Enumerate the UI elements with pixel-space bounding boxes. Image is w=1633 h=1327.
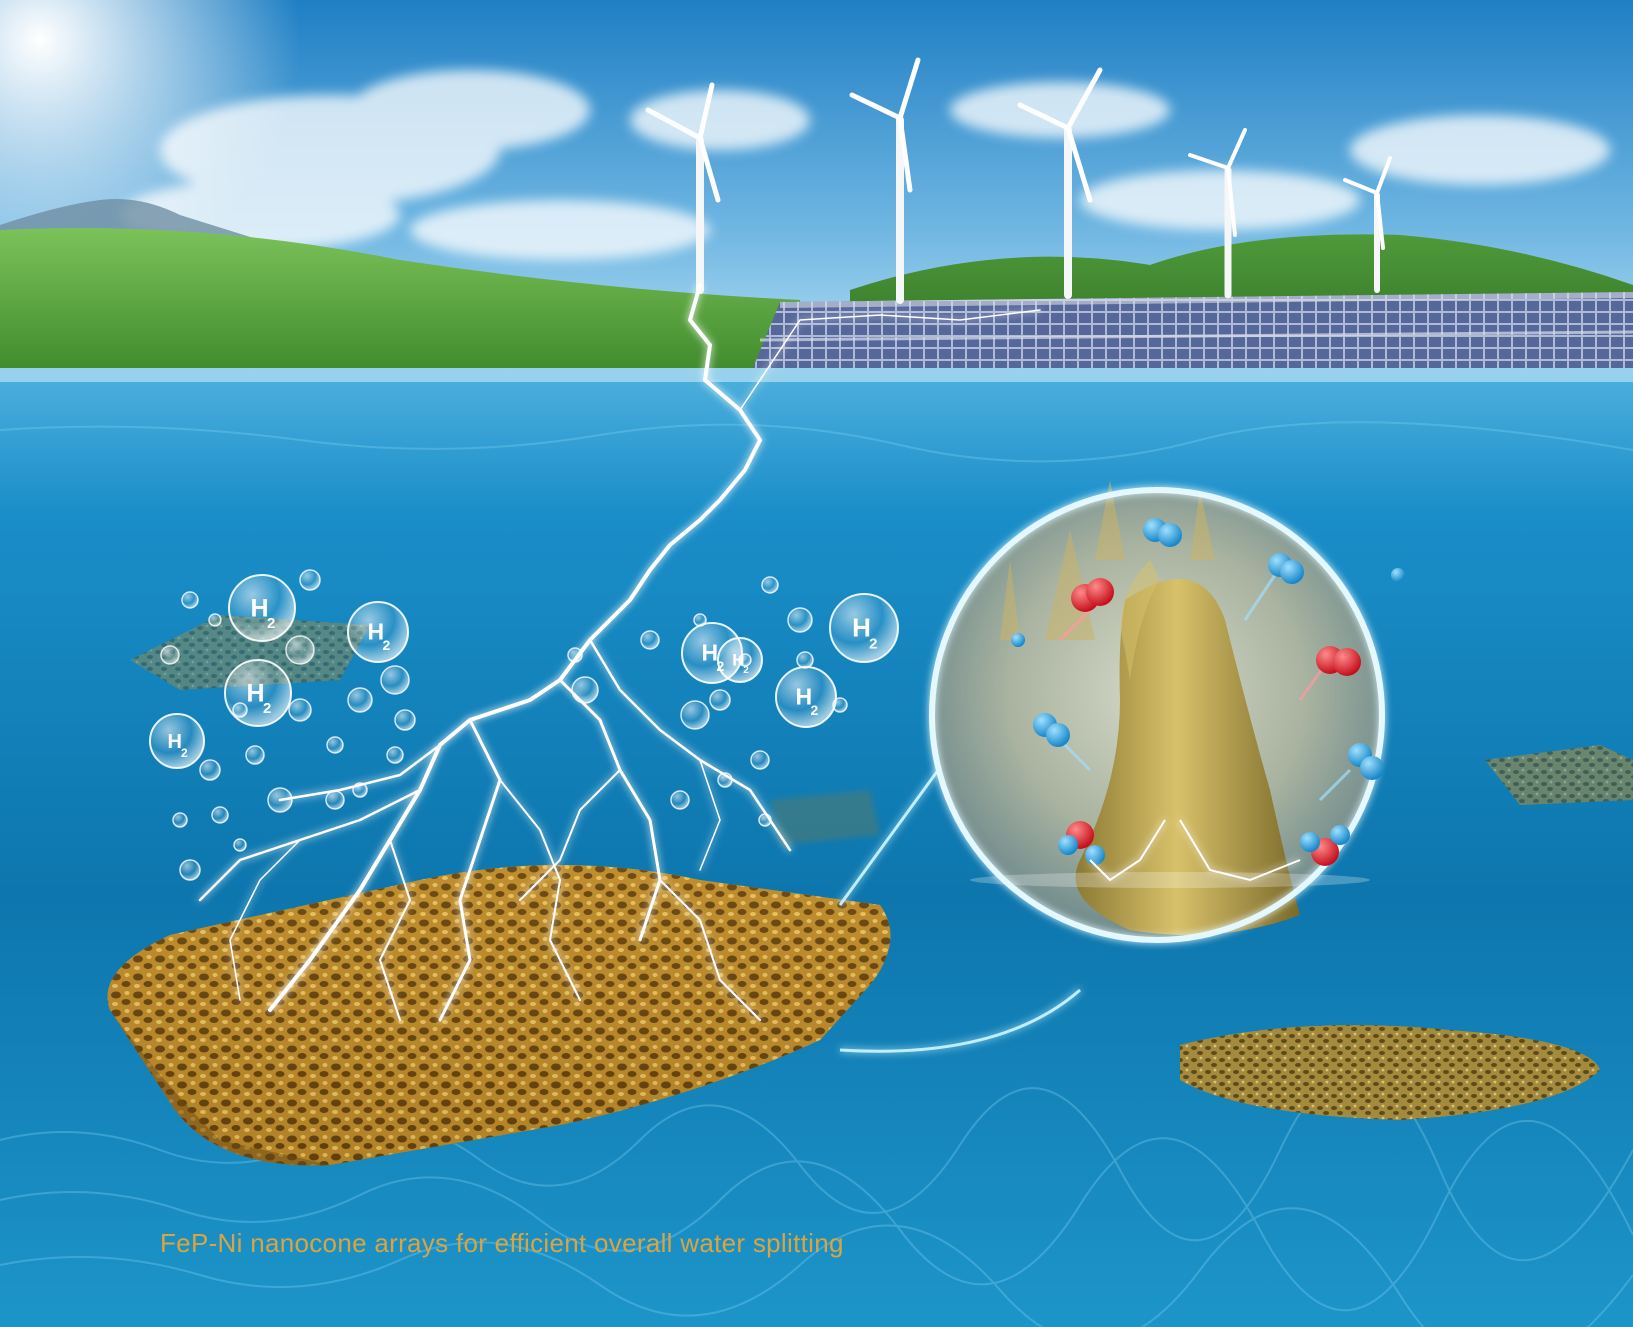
h2-subscript: 2 — [181, 746, 188, 760]
h2-subscript: 2 — [267, 615, 275, 632]
wind-turbine — [849, 57, 921, 304]
wind-turbine — [645, 82, 721, 294]
bubble — [228, 574, 296, 642]
h2-label: H — [702, 640, 719, 666]
h2-bubble: H2 — [347, 601, 409, 663]
water-molecule — [1058, 821, 1105, 865]
molecules — [1011, 518, 1405, 866]
bubble — [347, 601, 409, 663]
background-foam-pieces — [130, 615, 1633, 1120]
oxygen-molecule — [1298, 646, 1361, 701]
h2-subscript: 2 — [383, 637, 391, 653]
h2-label: H — [246, 679, 264, 707]
bubble — [149, 713, 205, 769]
water — [0, 368, 1633, 1327]
h2-bubble: H2 — [775, 666, 837, 728]
h2-bubbles: H2H2H2H2H2H2H2H2 — [149, 574, 899, 769]
water-molecule — [1300, 825, 1350, 866]
magnified-nanocone-view — [929, 480, 1385, 943]
h2-bubble: H2 — [829, 593, 899, 663]
cone-lightning — [1089, 819, 1301, 882]
hydrogen-molecule — [1033, 713, 1092, 772]
wind-turbine — [1188, 128, 1247, 299]
nickel-foam-electrode — [107, 865, 891, 1166]
oxygen-molecule — [1058, 578, 1114, 642]
h2-bubble: H2 — [224, 659, 292, 727]
wind-turbines — [645, 57, 1392, 304]
wind-turbine — [1017, 67, 1103, 299]
solar-panel-field — [750, 292, 1633, 375]
h2-label: H — [368, 619, 385, 645]
h2-bubble: H2 — [149, 713, 205, 769]
hydrogen-molecule — [1243, 553, 1304, 621]
grassland — [0, 228, 800, 375]
h2-bubble: H2 — [228, 574, 296, 642]
h2-label: H — [250, 594, 268, 622]
wind-turbine — [1343, 156, 1392, 293]
lightning — [198, 283, 1041, 1022]
waterline — [0, 368, 1633, 382]
h2-label: H — [852, 613, 871, 643]
hydrogen-molecule — [1143, 518, 1182, 547]
bubble — [224, 659, 292, 727]
bubble — [775, 666, 837, 728]
bubble — [717, 637, 763, 683]
h2-label: H — [732, 651, 744, 670]
h2-subscript: 2 — [743, 665, 749, 676]
hydrogen-molecule — [1318, 743, 1384, 802]
clouds — [120, 70, 1610, 260]
caption: FeP-Ni nanocone arrays for efficient ove… — [160, 1228, 844, 1258]
h2-label: H — [168, 731, 182, 753]
h2-subscript: 2 — [811, 702, 819, 718]
h2-subscript: 2 — [263, 700, 271, 717]
h2-bubble: H2 — [717, 637, 763, 683]
bubble — [829, 593, 899, 663]
h2-label: H — [796, 684, 813, 710]
h2-subscript: 2 — [869, 635, 877, 652]
